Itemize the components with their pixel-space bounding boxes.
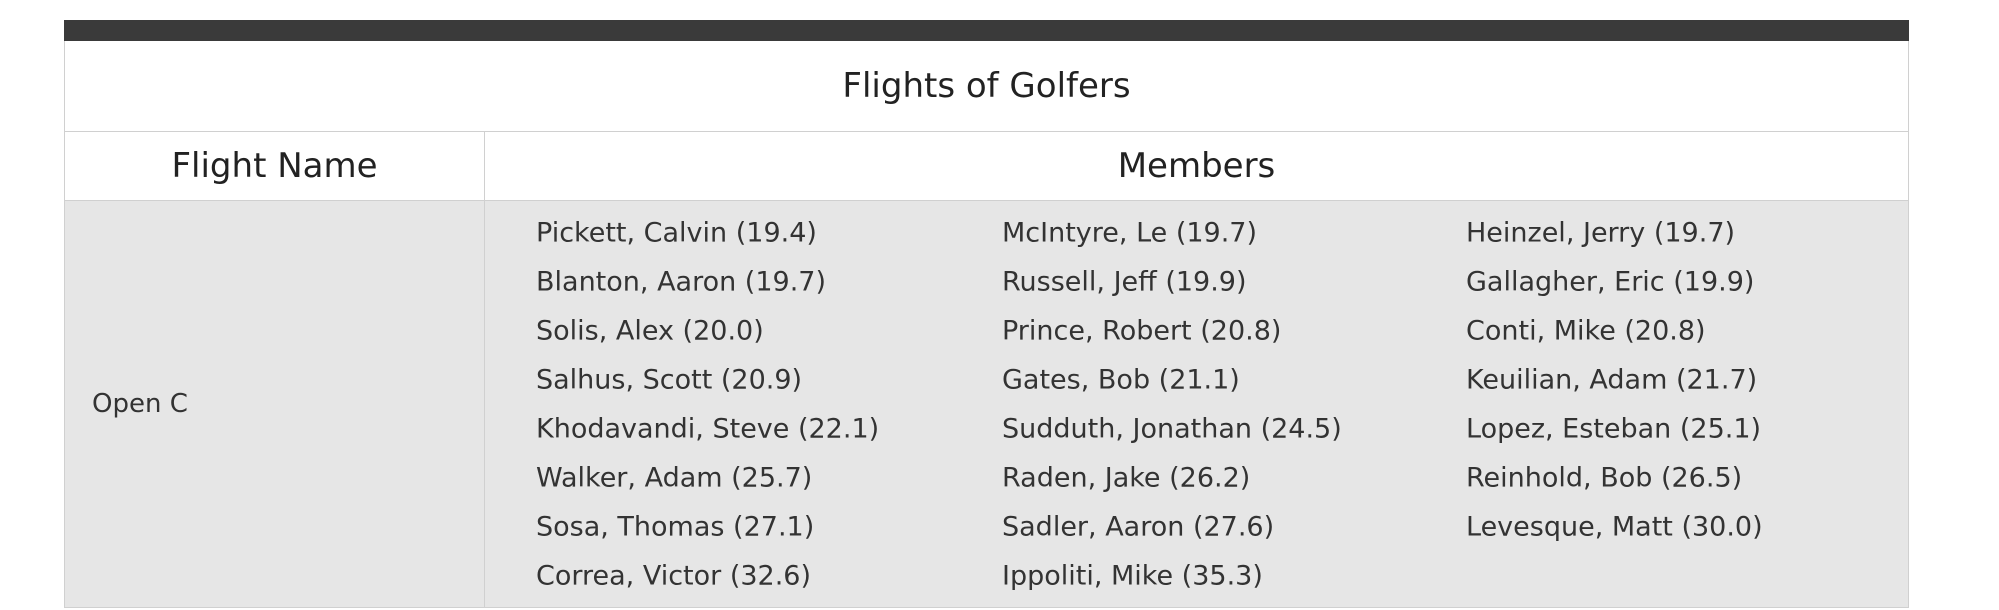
member: Ippoliti, Mike (35.3) — [1002, 560, 1263, 592]
member: Reinhold, Bob (26.5) — [1466, 462, 1743, 494]
member: Walker, Adam (25.7) — [536, 462, 813, 494]
top-bar — [64, 20, 1909, 41]
member: Sosa, Thomas (27.1) — [536, 511, 815, 543]
member: Solis, Alex (20.0) — [536, 315, 764, 347]
member: Raden, Jake (26.2) — [1002, 462, 1251, 494]
member: Heinzel, Jerry (19.7) — [1466, 217, 1736, 249]
member: Correa, Victor (32.6) — [536, 560, 812, 592]
member: Lopez, Esteban (25.1) — [1466, 413, 1762, 445]
member: Gates, Bob (21.1) — [1002, 364, 1240, 396]
table: Flights of Golfers Flight Name Members O… — [64, 20, 1909, 608]
member: Salhus, Scott (20.9) — [536, 364, 803, 396]
member: Pickett, Calvin (19.4) — [536, 217, 817, 249]
member: Keuilian, Adam (21.7) — [1466, 364, 1758, 396]
members-cell: Pickett, Calvin (19.4) McIntyre, Le (19.7… — [484, 201, 1909, 608]
table-title: Flights of Golfers — [64, 41, 1909, 132]
member: Sadler, Aaron (27.6) — [1002, 511, 1275, 543]
member: Gallagher, Eric (19.9) — [1466, 266, 1755, 298]
member: McIntyre, Le (19.7) — [1002, 217, 1258, 249]
member: Khodavandi, Steve (22.1) — [536, 413, 880, 445]
column-header: Flight Name — [64, 131, 485, 201]
member: Russell, Jeff (19.9) — [1002, 266, 1247, 298]
flight-name: Open C — [64, 201, 485, 608]
member: Blanton, Aaron (19.7) — [536, 266, 826, 298]
member: Levesque, Matt (30.0) — [1466, 511, 1763, 543]
column-header: Members — [484, 131, 1909, 201]
member: Conti, Mike (20.8) — [1466, 315, 1706, 347]
member: Sudduth, Jonathan (24.5) — [1002, 413, 1342, 445]
member: Prince, Robert (20.8) — [1002, 315, 1282, 347]
